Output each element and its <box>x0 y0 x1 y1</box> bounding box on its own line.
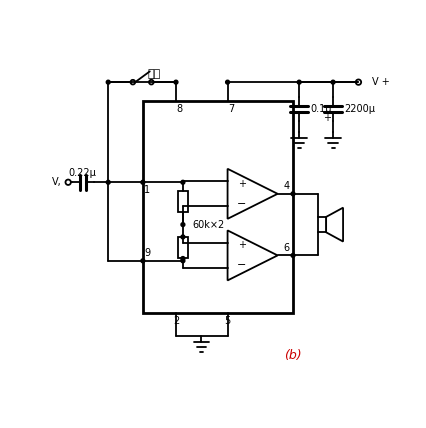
Bar <box>318 217 326 232</box>
Circle shape <box>226 80 230 84</box>
Circle shape <box>181 180 185 184</box>
Circle shape <box>181 223 185 226</box>
Text: 6: 6 <box>284 243 290 253</box>
Text: 0.22μ: 0.22μ <box>69 168 97 178</box>
Text: +: + <box>238 241 245 250</box>
Text: 2200μ: 2200μ <box>344 104 375 114</box>
Text: (b): (b) <box>284 349 302 362</box>
Text: 60k×2: 60k×2 <box>192 220 225 229</box>
Circle shape <box>291 253 295 257</box>
Text: −: − <box>237 199 246 209</box>
Text: 2: 2 <box>173 316 179 326</box>
Circle shape <box>181 256 185 260</box>
Text: 8: 8 <box>177 104 183 114</box>
Circle shape <box>141 259 145 263</box>
Circle shape <box>181 235 185 239</box>
Circle shape <box>141 180 145 184</box>
Text: V,: V, <box>52 177 62 187</box>
Circle shape <box>106 80 110 84</box>
Text: 静噪: 静噪 <box>147 69 160 80</box>
Circle shape <box>297 80 301 84</box>
Circle shape <box>174 80 178 84</box>
Bar <box>178 237 187 259</box>
Text: +: + <box>323 113 331 123</box>
Text: +: + <box>238 179 245 189</box>
Text: 9: 9 <box>144 248 150 258</box>
Circle shape <box>331 80 335 84</box>
Text: V +: V + <box>372 77 390 87</box>
Circle shape <box>181 259 185 263</box>
Bar <box>178 191 187 212</box>
Text: 7: 7 <box>228 104 235 114</box>
Circle shape <box>106 180 110 184</box>
Text: 0.1μ: 0.1μ <box>310 104 331 114</box>
Text: 1: 1 <box>144 185 150 195</box>
Circle shape <box>291 192 295 196</box>
Bar <box>143 101 293 313</box>
Text: 4: 4 <box>284 181 290 191</box>
Text: −: − <box>237 260 246 270</box>
Text: 5: 5 <box>225 316 231 326</box>
